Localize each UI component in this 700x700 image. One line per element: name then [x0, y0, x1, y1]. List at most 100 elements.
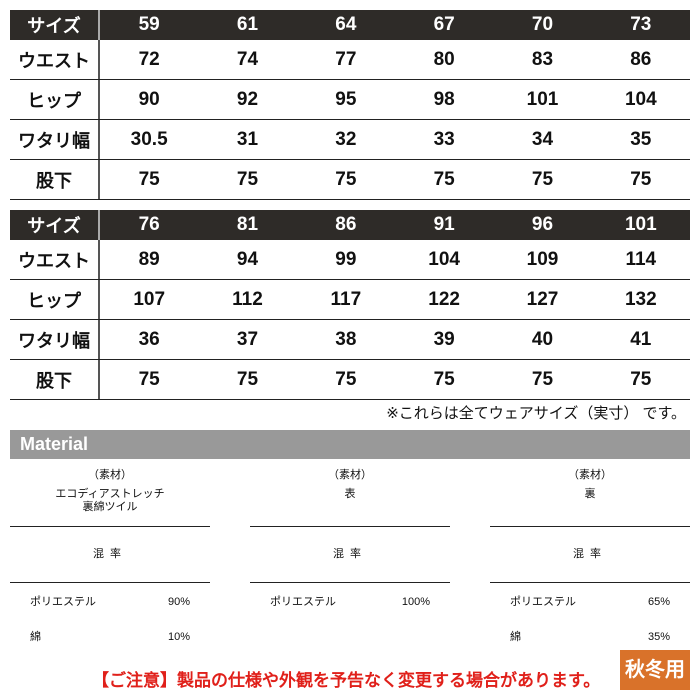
measure-value: 75: [531, 368, 554, 390]
fiber-percent: 10%: [167, 631, 190, 643]
measure-value: 127: [526, 288, 559, 310]
table-row: ウエスト 72 74 77 80 83 86: [10, 40, 690, 80]
row-label: ウエスト: [10, 40, 100, 79]
measure-value: 75: [531, 168, 554, 190]
measure-value: 75: [138, 368, 160, 390]
header-label: サイズ: [10, 210, 100, 240]
measure-value: 114: [625, 248, 657, 270]
size-table: サイズ 59 61 64 67 70 73 ウエスト 72 74 77 80 83 86 ヒップ 90 92 95…: [10, 10, 690, 200]
measure-value: 33: [433, 128, 455, 150]
size-value: 59: [138, 14, 160, 35]
measure-value: 112: [232, 288, 263, 310]
fiber-name: 綿: [30, 631, 41, 643]
material-name: 表: [344, 488, 356, 500]
measure-value: 122: [428, 288, 460, 310]
mix-label: 混率: [573, 548, 607, 560]
measure-value: 89: [138, 248, 160, 270]
measure-value: 40: [531, 328, 554, 350]
row-label: ワタリ幅: [10, 120, 100, 159]
row-label: ウエスト: [10, 240, 100, 279]
material-name: 裏: [584, 488, 596, 500]
material-header: Material: [10, 430, 690, 459]
header-label: サイズ: [10, 10, 100, 40]
composition-row: ポリエステル 90%: [10, 587, 210, 618]
size-value: 96: [531, 214, 554, 235]
divider: [490, 582, 690, 583]
table-row: ウエスト 89 94 99 104 109 114: [10, 240, 690, 280]
row-label: 股下: [10, 360, 100, 399]
measure-value: 75: [630, 368, 652, 390]
fiber-percent: 100%: [401, 596, 430, 608]
season-badge: 秋冬用: [620, 650, 690, 690]
divider: [490, 526, 690, 527]
material-tag: （素材）: [568, 469, 612, 481]
fiber-percent: 35%: [647, 631, 670, 643]
material-tag: （素材）: [88, 469, 132, 481]
table-row: 股下 75 75 75 75 75 75: [10, 160, 690, 200]
size-value: 61: [236, 14, 259, 35]
material-name: エコディアストレッチ 裏綿ツイル: [55, 488, 165, 513]
composition-row: 綿 35%: [490, 622, 690, 653]
size-note: ※これらは全てウェアサイズ（実寸） です。: [386, 405, 686, 422]
measure-value: 101: [526, 88, 559, 110]
measure-value: 92: [236, 88, 259, 110]
fiber-percent: 90%: [167, 596, 190, 608]
divider: [10, 526, 210, 527]
size-table: サイズ 76 81 86 91 96 101 ウエスト 89 94 99 104 109 114 ヒップ 10…: [10, 210, 690, 400]
measure-value: 99: [335, 248, 357, 270]
measure-value: 74: [236, 48, 259, 70]
measure-value: 86: [630, 48, 652, 70]
table-row: 股下 75 75 75 75 75 75: [10, 360, 690, 400]
table-row: ワタリ幅 36 37 38 39 40 41: [10, 320, 690, 360]
fiber-percent: 65%: [647, 596, 670, 608]
measure-value: 132: [624, 288, 657, 310]
measure-value: 39: [433, 328, 455, 350]
size-value: 91: [433, 214, 455, 235]
divider: [250, 582, 450, 583]
size-value: 64: [335, 14, 357, 35]
size-value: 73: [630, 14, 652, 35]
measure-value: 104: [624, 88, 657, 110]
measure-value: 38: [335, 328, 357, 350]
measure-value: 104: [428, 248, 460, 270]
measure-value: 95: [335, 88, 357, 110]
row-label: ヒップ: [10, 280, 100, 319]
measure-value: 107: [133, 288, 166, 310]
mix-label: 混率: [93, 548, 127, 560]
size-value: 86: [335, 214, 357, 235]
measure-value: 41: [630, 328, 652, 350]
measure-value: 75: [138, 168, 160, 190]
fiber-name: ポリエステル: [510, 596, 576, 608]
measure-value: 77: [335, 48, 357, 70]
measure-value: 75: [335, 168, 357, 190]
composition-row: ポリエステル 65%: [490, 587, 690, 618]
row-label: ヒップ: [10, 80, 100, 119]
measure-value: 30.5: [130, 128, 168, 150]
measure-value: 90: [138, 88, 160, 110]
divider: [10, 582, 210, 583]
measure-value: 72: [138, 48, 160, 70]
table-row: ヒップ 90 92 95 98 101 104: [10, 80, 690, 120]
size-value: 67: [433, 14, 455, 35]
material-column: （素材） 裏混率ポリエステル 65% 綿 35%: [490, 466, 690, 653]
material-column: （素材） エコディアストレッチ 裏綿ツイル混率ポリエステル 90% 綿 10%: [10, 466, 210, 653]
composition-row: ポリエステル 100%: [250, 587, 450, 618]
row-label: ワタリ幅: [10, 320, 100, 359]
measure-value: 75: [236, 368, 259, 390]
divider: [250, 526, 450, 527]
material-column: （素材） 表混率 ポリエステル 100%: [250, 466, 450, 618]
table-header-row: サイズ 59 61 64 67 70 73: [10, 10, 690, 40]
fiber-name: 綿: [510, 631, 521, 643]
measure-value: 75: [433, 368, 455, 390]
measure-value: 75: [335, 368, 357, 390]
measure-value: 31: [236, 128, 259, 150]
table-header-row: サイズ 76 81 86 91 96 101: [10, 210, 690, 240]
size-value: 81: [236, 214, 259, 235]
mix-label: 混率: [333, 548, 367, 560]
measure-value: 34: [531, 128, 554, 150]
table-row: ワタリ幅 30.5 31 32 33 34 35: [10, 120, 690, 160]
measure-value: 35: [630, 128, 652, 150]
measure-value: 36: [138, 328, 160, 350]
measure-value: 37: [236, 328, 259, 350]
measure-value: 98: [433, 88, 455, 110]
